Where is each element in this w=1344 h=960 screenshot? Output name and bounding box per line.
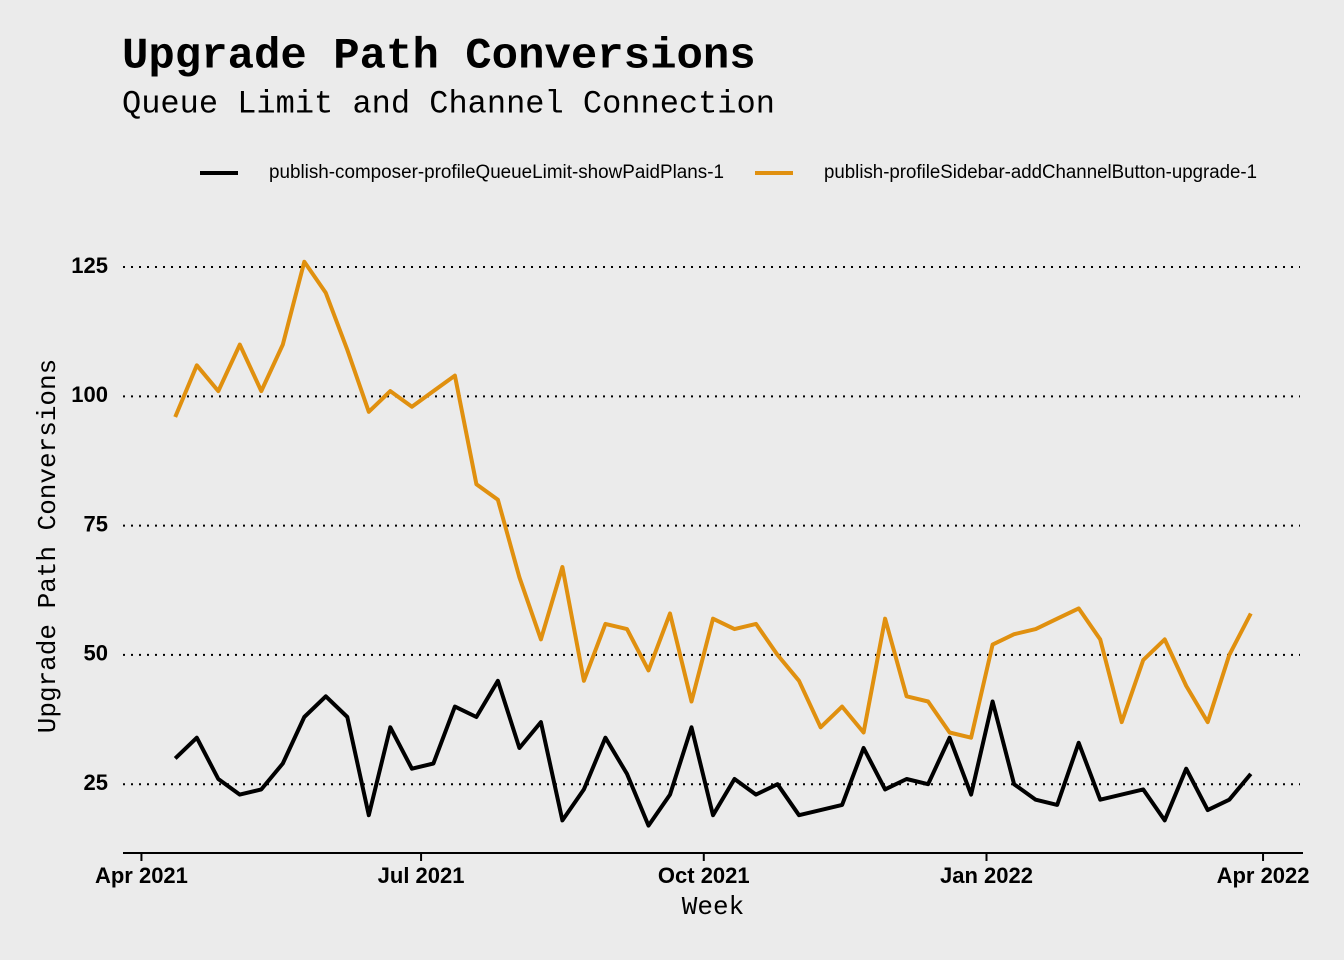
- legend-label: publish-composer-profileQueueLimit-showP…: [269, 162, 724, 183]
- x-tick-label: Apr 2021: [95, 863, 188, 888]
- x-tick-label: Jul 2021: [378, 863, 465, 888]
- x-axis-label: Week: [682, 892, 744, 922]
- chart-subtitle: Queue Limit and Channel Connection: [122, 85, 775, 122]
- y-tick-label: 50: [84, 641, 108, 666]
- x-tick-label: Apr 2022: [1217, 863, 1310, 888]
- y-axis-label: Upgrade Path Conversions: [33, 359, 63, 733]
- x-tick-label: Jan 2022: [940, 863, 1033, 888]
- x-tick-label: Oct 2021: [658, 863, 750, 888]
- y-tick-label: 100: [71, 382, 108, 407]
- chart-title: Upgrade Path Conversions: [122, 32, 756, 82]
- series-line: [173, 678, 1253, 828]
- legend-label: publish-profileSidebar-addChannelButton-…: [824, 162, 1257, 183]
- y-tick-label: 75: [84, 511, 108, 536]
- series-line: [173, 259, 1253, 740]
- y-tick-label: 125: [71, 253, 108, 278]
- y-tick-label: 25: [84, 770, 108, 795]
